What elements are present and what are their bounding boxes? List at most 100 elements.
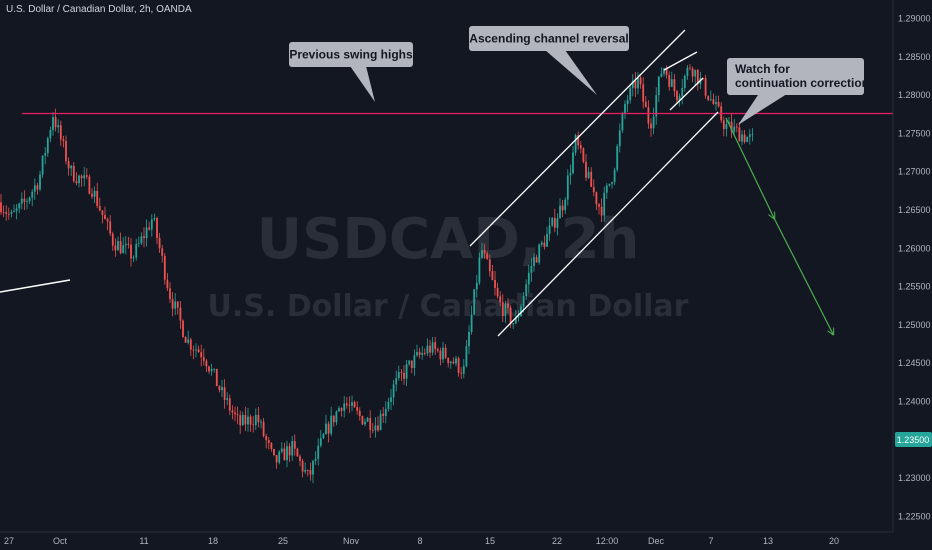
- candle-body: [345, 403, 348, 406]
- candle-body: [644, 101, 647, 108]
- candle-body: [444, 347, 447, 358]
- candle-body: [533, 257, 535, 266]
- candle-body: [652, 116, 655, 129]
- candle-body: [416, 352, 418, 356]
- candle-body: [486, 253, 489, 260]
- candle-body: [400, 372, 403, 373]
- candle-body: [46, 138, 49, 154]
- candle-body: [390, 397, 392, 402]
- candle-body: [31, 191, 34, 198]
- price-axis[interactable]: 1.29000 1.28500 1.28000 1.27500 1.27000 1.265…: [898, 14, 931, 522]
- candle-body: [520, 306, 522, 317]
- candle-body: [626, 100, 629, 105]
- candle-body: [629, 87, 632, 101]
- candle-body: [275, 455, 278, 463]
- candle-body: [83, 175, 86, 179]
- candle-body: [286, 446, 288, 461]
- candle-body: [75, 181, 78, 184]
- candle-body: [577, 135, 580, 146]
- projection-arrow-1[interactable]: [725, 117, 774, 218]
- candle-body: [460, 372, 463, 374]
- time-tick-label: 7: [708, 536, 713, 546]
- candle-body: [527, 272, 530, 285]
- price-tick-label: 1.25000: [898, 320, 931, 330]
- candle-body: [696, 69, 699, 84]
- candle-body: [54, 117, 57, 128]
- price-tick-label: 1.29000: [898, 14, 931, 24]
- candle-body: [319, 437, 322, 446]
- wedge-upper-line[interactable]: [663, 51, 698, 71]
- candle-body: [665, 68, 668, 75]
- candle-body: [189, 339, 192, 350]
- candle-body: [161, 248, 164, 256]
- projection-arrow-2[interactable]: [773, 217, 833, 334]
- candle-body: [371, 429, 374, 431]
- channel-upper-line[interactable]: [469, 29, 686, 247]
- candle-body: [301, 460, 304, 472]
- candle-body: [395, 378, 398, 385]
- time-axis[interactable]: 27 Oct 11 18 25 Nov 8 15 22 12:00 Dec 7 13 20: [4, 536, 839, 546]
- candle-body: [681, 87, 684, 97]
- time-tick-label: Nov: [343, 536, 360, 546]
- candle-body: [7, 213, 10, 215]
- candle-body: [150, 219, 153, 230]
- candle-body: [631, 80, 634, 88]
- callout-text-watch-line1: Watch for: [735, 62, 790, 76]
- candle-body: [462, 366, 465, 374]
- candle-body: [254, 414, 257, 426]
- candle-body: [15, 208, 18, 211]
- candle-body: [605, 185, 608, 193]
- candle-body: [655, 95, 658, 117]
- candle-body: [616, 146, 619, 170]
- candle-body: [80, 175, 83, 179]
- time-tick-label: 22: [552, 536, 562, 546]
- callout-ascending-channel-reversal[interactable]: Ascending channel reversal: [469, 26, 629, 95]
- price-tick-label: 1.22500: [898, 511, 931, 521]
- candle-body: [582, 148, 585, 162]
- candle-body: [434, 342, 437, 350]
- callout-watch-continuation[interactable]: Watch for continuation correction: [727, 58, 869, 125]
- candle-body: [735, 126, 738, 128]
- callout-previous-swing-highs[interactable]: Previous swing highs: [289, 42, 413, 102]
- candle-body: [686, 67, 689, 76]
- candle-body: [28, 197, 31, 202]
- candle-body: [153, 218, 156, 220]
- candle-body: [288, 446, 291, 456]
- candle-body: [408, 360, 411, 365]
- candle-body: [522, 296, 525, 307]
- candle-body: [96, 190, 99, 206]
- candle-body: [283, 448, 286, 461]
- candle-body: [257, 414, 260, 423]
- candle-body: [236, 414, 239, 416]
- candle-body: [26, 201, 28, 203]
- candle-body: [572, 152, 574, 174]
- candle-body: [405, 364, 408, 379]
- candle-body: [455, 358, 457, 364]
- candle-body: [312, 460, 314, 475]
- last-price-label: 1.23500: [897, 435, 930, 445]
- candle-body: [741, 134, 743, 142]
- candle-body: [226, 398, 229, 400]
- candle-body: [481, 250, 483, 258]
- candle-body: [725, 123, 728, 130]
- candle-body: [348, 405, 351, 406]
- candle-body: [624, 104, 626, 114]
- wedge-lower-line[interactable]: [669, 77, 704, 111]
- candle-body: [722, 120, 725, 130]
- candle-body: [470, 314, 473, 333]
- candle-body: [504, 303, 507, 317]
- left-trendline[interactable]: [0, 279, 71, 293]
- channel-lower-line[interactable]: [497, 111, 719, 337]
- candle-body: [512, 323, 515, 325]
- candle-body: [491, 271, 494, 280]
- price-tick-label: 1.25500: [898, 282, 931, 292]
- candle-body: [23, 198, 26, 202]
- price-tick-label: 1.24000: [898, 397, 931, 407]
- candle-body: [171, 299, 174, 309]
- candle-body: [174, 301, 177, 309]
- candle-body: [559, 205, 561, 219]
- candle-body: [143, 236, 145, 239]
- candle-body: [262, 421, 265, 436]
- candle-body: [410, 360, 413, 368]
